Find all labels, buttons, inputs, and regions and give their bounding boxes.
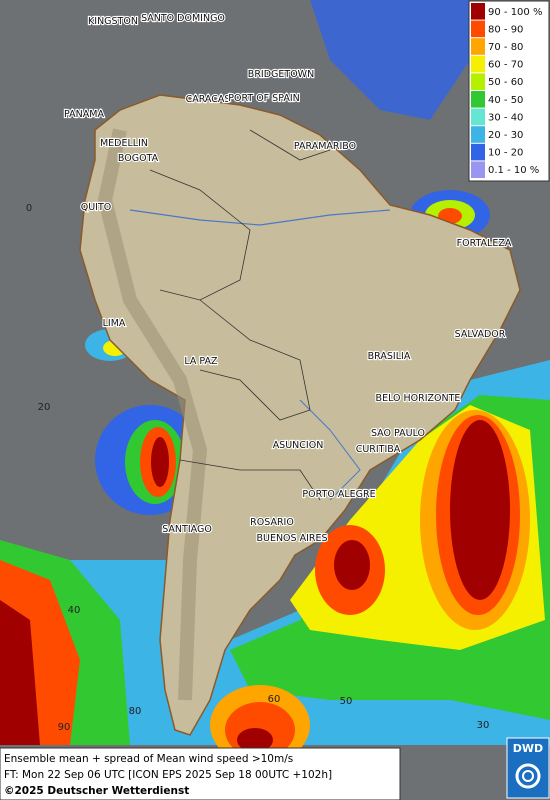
legend: 90 - 100 % 80 - 90 70 - 80 60 - 70 50 - 60 40… bbox=[468, 0, 550, 182]
field bbox=[334, 540, 370, 590]
grid-label: 60 bbox=[268, 694, 281, 705]
city-label: CARACAS bbox=[186, 94, 231, 105]
legend-label: 50 - 60 bbox=[488, 77, 523, 88]
logo-icon bbox=[522, 770, 534, 782]
city-label: BOGOTA bbox=[118, 153, 159, 164]
legend-swatch bbox=[471, 126, 485, 143]
city-label: BRASILIA bbox=[368, 351, 411, 362]
city-label: SANTIAGO bbox=[162, 524, 212, 535]
grid-label: 30 bbox=[477, 720, 490, 731]
city-label: KINGSTON bbox=[88, 16, 138, 27]
grid-label: 0 bbox=[26, 203, 32, 214]
city-label: FORTALEZA bbox=[457, 238, 512, 249]
field bbox=[310, 0, 470, 120]
footer: Ensemble mean + spread of Mean wind spee… bbox=[0, 747, 401, 800]
city-label: ROSARIO bbox=[250, 517, 294, 528]
field bbox=[151, 437, 169, 487]
legend-swatch bbox=[471, 55, 485, 73]
city-label: SAO PAULO bbox=[371, 428, 425, 439]
legend-label: 20 - 30 bbox=[488, 130, 523, 141]
graticule-labels: 0 20 40 90 80 60 50 30 bbox=[26, 203, 490, 733]
city-label: PARAMARIBO bbox=[294, 141, 356, 152]
legend-swatch bbox=[471, 3, 485, 20]
legend-label: 70 - 80 bbox=[488, 42, 523, 53]
legend-label: 10 - 20 bbox=[488, 148, 523, 159]
border bbox=[179, 459, 321, 501]
grid-label: 80 bbox=[129, 706, 142, 717]
city-label: BELO HORIZONTE bbox=[376, 393, 461, 404]
legend-swatch bbox=[471, 73, 485, 90]
grid-label: 50 bbox=[340, 696, 353, 707]
legend-swatch bbox=[471, 161, 485, 178]
city-label: SANTO DOMINGO bbox=[141, 13, 225, 24]
footer-line: FT: Mon 22 Sep 06 UTC [ICON EPS 2025 Sep… bbox=[4, 769, 332, 781]
city-label: CURITIBA bbox=[356, 444, 401, 455]
city-label: PORTO ALEGRE bbox=[302, 489, 375, 500]
logo-text: DWD bbox=[513, 742, 543, 755]
legend-label: 30 - 40 bbox=[488, 112, 523, 123]
borders bbox=[149, 129, 331, 501]
legend-label: 40 - 50 bbox=[488, 95, 523, 106]
logo-icon bbox=[515, 763, 541, 789]
legend-swatch bbox=[471, 91, 485, 108]
city-label: MEDELLIN bbox=[100, 138, 148, 149]
grid-label: 90 bbox=[58, 722, 71, 733]
river bbox=[129, 209, 391, 226]
border bbox=[199, 299, 311, 421]
legend-label: 60 - 70 bbox=[488, 60, 523, 71]
field bbox=[237, 728, 273, 752]
city-label: LIMA bbox=[103, 318, 126, 329]
grid-label: 40 bbox=[68, 605, 81, 616]
border bbox=[149, 169, 251, 301]
footer-box bbox=[0, 747, 401, 800]
footer-line: Ensemble mean + spread of Mean wind spee… bbox=[4, 753, 293, 765]
city-label: SALVADOR bbox=[455, 329, 506, 340]
city-label: LA PAZ bbox=[184, 356, 218, 367]
legend-swatch bbox=[471, 108, 485, 126]
andes bbox=[97, 128, 208, 701]
legend-swatch bbox=[471, 20, 485, 38]
logo: DWD bbox=[506, 737, 550, 799]
city-label: BRIDGETOWN bbox=[248, 69, 314, 80]
legend-label: 0.1 - 10 % bbox=[488, 165, 539, 176]
legend-swatch bbox=[471, 38, 485, 55]
city-label: PORT OF SPAIN bbox=[228, 93, 299, 104]
legend-swatch bbox=[471, 143, 485, 161]
city-label: ASUNCION bbox=[273, 440, 324, 451]
border bbox=[249, 129, 331, 161]
copyright: ©2025 Deutscher Wetterdienst bbox=[4, 785, 189, 797]
field bbox=[0, 600, 40, 745]
field bbox=[450, 420, 510, 600]
city-label: PANAMA bbox=[64, 109, 104, 120]
city-label: BUENOS AIRES bbox=[256, 533, 327, 544]
city-labels: KINGSTON SANTO DOMINGO BRIDGETOWN CARACA… bbox=[63, 12, 513, 545]
grid-label: 20 bbox=[38, 402, 51, 413]
probability-fields bbox=[0, 0, 550, 765]
legend-label: 80 - 90 bbox=[488, 24, 523, 35]
city-label: QUITO bbox=[81, 202, 112, 213]
river bbox=[299, 399, 361, 501]
legend-label: 90 - 100 % bbox=[488, 7, 542, 18]
